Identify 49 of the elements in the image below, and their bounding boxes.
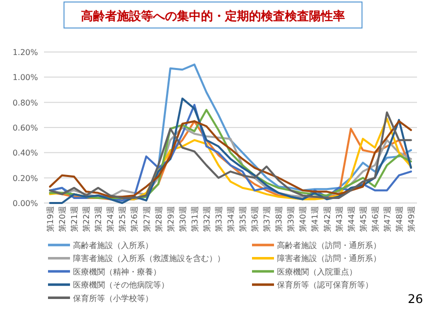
y-tick-label: 0.80% [12, 98, 38, 108]
x-tick-label: 第25週 [118, 206, 128, 232]
x-tick-label: 第36週 [250, 206, 260, 232]
x-tick-label: 第31週 [190, 206, 200, 232]
y-tick-label: 1.00% [12, 73, 38, 82]
y-tick-label: 0.60% [12, 124, 38, 132]
y-tick-label: 1.20% [12, 48, 38, 57]
x-tick-label: 第46週 [370, 206, 380, 232]
x-tick-label: 第43週 [334, 206, 344, 232]
legend-label: 高齢者施設（訪問・通所系） [277, 241, 381, 250]
x-tick-label: 第27週 [142, 206, 152, 232]
legend-label: 医療機関（その他病院等） [73, 280, 169, 290]
x-tick-label: 第33週 [214, 206, 224, 232]
legend-label: 障害者施設（訪問・通所系） [277, 254, 381, 264]
x-tick-label: 第34週 [226, 206, 236, 232]
x-tick-label: 第41週 [310, 206, 320, 232]
legend-label: 医療機関（精神・療養） [73, 267, 161, 276]
y-tick-label: 0.20% [12, 174, 38, 183]
legend-label: 障害者施設（入所系（救護施設を含む）） [73, 254, 225, 264]
x-tick-label: 第21週 [70, 206, 80, 232]
x-tick-label: 第23週 [94, 206, 104, 232]
legend-label: 保育所等（小学校等） [73, 294, 153, 303]
x-tick-label: 第22週 [82, 206, 92, 232]
x-tick-label: 第39週 [286, 206, 296, 232]
x-tick-label: 第30週 [178, 206, 188, 232]
x-tick-label: 第28週 [154, 206, 164, 232]
x-tick-label: 第48週 [394, 206, 404, 232]
legend-label: 医療機関（入院重点） [277, 267, 357, 276]
x-tick-label: 第19週 [46, 206, 55, 232]
x-tick-label: 第40週 [298, 206, 308, 232]
x-tick-label: 第45週 [358, 206, 368, 232]
x-tick-label: 第44週 [346, 206, 356, 232]
x-tick-label: 第24週 [106, 206, 116, 232]
legend-label: 高齢者施設（入所系） [73, 241, 153, 250]
chart-title: 高齢者施設等への集中的・定期的検査検査陽性率 [81, 9, 345, 23]
x-tick-label: 第26週 [130, 206, 140, 232]
x-tick-label: 第37週 [262, 206, 272, 232]
x-tick-label: 第32週 [202, 206, 212, 232]
legend-label: 保育所等（認可保育所等） [277, 280, 373, 290]
x-tick-label: 第20週 [58, 206, 68, 232]
x-tick-label: 第49週 [407, 206, 416, 232]
x-tick-label: 第47週 [382, 206, 392, 232]
x-tick-label: 第38週 [274, 206, 284, 232]
text: 26 [408, 292, 423, 306]
y-tick-label: 0.00% [12, 199, 38, 208]
y-tick-label: 0.40% [12, 148, 38, 158]
x-tick-label: 第35週 [238, 206, 248, 232]
x-tick-label: 第29週 [166, 206, 176, 232]
x-tick-label: 第42週 [322, 206, 332, 232]
